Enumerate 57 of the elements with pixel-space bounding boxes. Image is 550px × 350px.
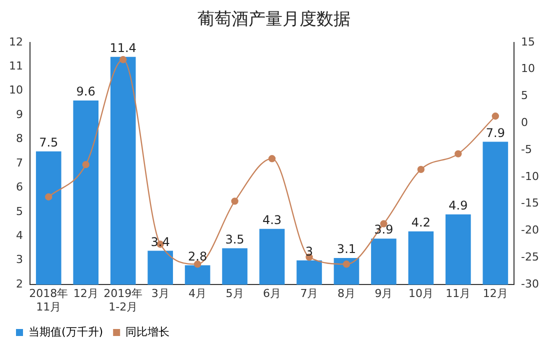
x-tick-label: 10月 <box>408 287 434 300</box>
y2-tick-label: 5 <box>521 89 528 102</box>
data-label: 3.1 <box>336 242 356 256</box>
point <box>342 260 350 268</box>
x-tick-label: 8月 <box>337 287 356 300</box>
y2-tick-label: -5 <box>521 142 532 156</box>
data-label: 2.8 <box>188 249 208 264</box>
y-tick-label: 2 <box>16 277 23 290</box>
legend-label: 同比增长 <box>126 325 170 338</box>
y2-tick-label: -30 <box>521 277 539 290</box>
chart-title: 葡萄酒产量月度数据 <box>198 10 350 30</box>
y-tick-label: 9 <box>16 108 23 121</box>
point <box>119 56 127 64</box>
y-tick-label: 3 <box>16 253 23 266</box>
y-tick-label: 8 <box>16 132 23 146</box>
point <box>268 155 276 162</box>
y-tick-label: 5 <box>16 204 23 218</box>
point <box>454 150 462 158</box>
point <box>194 260 202 268</box>
x-tick-label: 7月 <box>300 287 318 300</box>
point <box>45 193 52 200</box>
point <box>82 160 90 168</box>
x-tick-label: 11月 <box>446 287 471 300</box>
data-label: 7.5 <box>39 136 58 150</box>
data-label: 9.6 <box>76 84 96 99</box>
y2-tick-label: 10 <box>521 62 536 76</box>
data-label: 7.9 <box>486 126 505 140</box>
y2-tick-label: -20 <box>521 224 539 237</box>
y-tick-label: 11 <box>8 59 23 72</box>
x-tick-label: 2018年 11月 <box>29 287 68 314</box>
point <box>492 112 500 120</box>
y2-tick-label: -10 <box>521 170 539 183</box>
y-tick-label: 4 <box>16 229 23 242</box>
y2-tick-label: -25 <box>521 250 539 264</box>
x-tick-label: 9月 <box>374 287 393 300</box>
y2-tick-label: -15 <box>521 196 539 210</box>
x-tick-label: 4月 <box>188 287 207 300</box>
data-label: 11.4 <box>110 41 136 56</box>
x-tick-label: 12月 <box>482 287 508 300</box>
data-label: 3.5 <box>225 232 244 246</box>
y-tick-label: 10 <box>8 84 23 97</box>
y-tick-label: 12 <box>8 35 23 48</box>
y2-tick-label: 0 <box>521 116 528 129</box>
point <box>231 198 238 205</box>
point <box>417 166 425 174</box>
data-label: 4.9 <box>448 198 468 212</box>
x-tick-label: 12月 <box>73 287 98 300</box>
x-tick-label: 5月 <box>226 287 244 300</box>
y-tick-label: 6 <box>16 180 23 194</box>
y2-tick-label: 15 <box>521 35 536 48</box>
x-tick-label: 6月 <box>263 287 282 300</box>
x-tick-label: 3月 <box>151 287 170 300</box>
data-label: 4.3 <box>262 213 282 228</box>
x-tick-label: 2019年 1-2月 <box>104 287 143 314</box>
y-tick-label: 7 <box>16 156 23 170</box>
legend-label: 当期值(万千升) <box>28 325 104 338</box>
data-label: 4.2 <box>411 215 430 230</box>
